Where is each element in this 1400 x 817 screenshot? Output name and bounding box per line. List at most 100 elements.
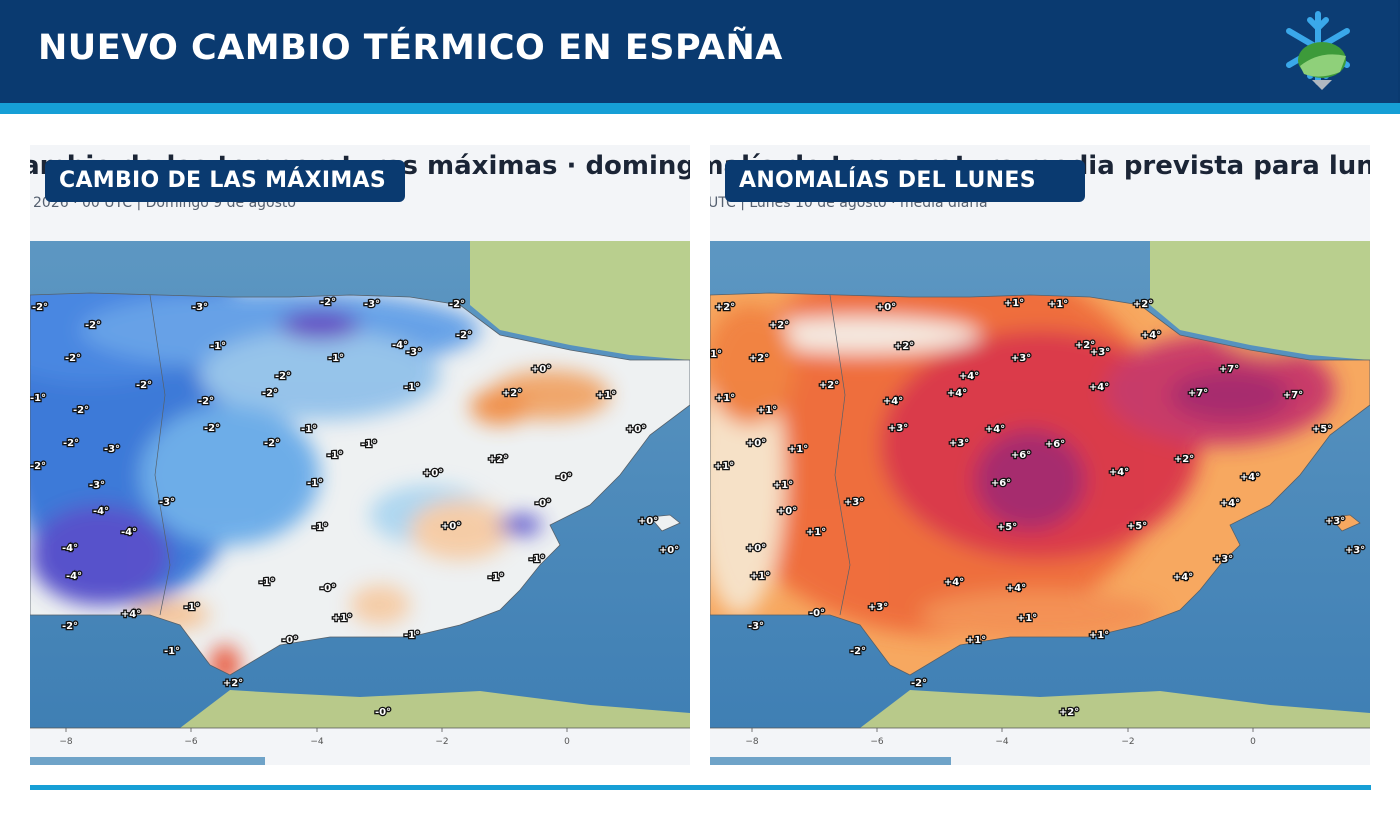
value-label: -3° bbox=[159, 497, 175, 508]
france bbox=[1150, 241, 1370, 360]
value-label: -4° bbox=[66, 571, 82, 582]
x-tick-label: 0 bbox=[564, 737, 570, 747]
value-label: -1° bbox=[210, 341, 226, 352]
map-layer bbox=[710, 241, 1370, 728]
value-label: +1° bbox=[1089, 630, 1109, 641]
value-label: +4° bbox=[947, 388, 967, 399]
colorbar-stub bbox=[30, 757, 265, 765]
value-label: -1° bbox=[327, 450, 343, 461]
value-label: -1° bbox=[710, 349, 722, 360]
anomaly-zone bbox=[975, 430, 1085, 530]
value-label: +6° bbox=[1045, 439, 1065, 450]
value-label: -0° bbox=[556, 472, 572, 483]
value-label: +0° bbox=[777, 506, 797, 517]
value-label: -0° bbox=[375, 707, 391, 718]
map-panel: −8 −6 −4 −2 0 -2° -3° -2° -3° -2° -2° -1° -4° -3° -2° -… bbox=[30, 145, 690, 765]
value-label: +5° bbox=[997, 522, 1017, 533]
value-label: -3° bbox=[104, 444, 120, 455]
value-label: -2° bbox=[65, 353, 81, 364]
value-label: -2° bbox=[73, 405, 89, 416]
header-stripe bbox=[0, 103, 1400, 114]
value-label: +3° bbox=[1090, 347, 1110, 358]
value-label: -2° bbox=[198, 396, 214, 407]
value-label: +4° bbox=[883, 396, 903, 407]
value-label: +4° bbox=[1220, 498, 1240, 509]
value-label: -2° bbox=[911, 678, 927, 689]
value-label: +0° bbox=[626, 424, 646, 435]
value-label: -2° bbox=[456, 330, 472, 341]
value-label: +4° bbox=[1173, 572, 1193, 583]
value-label: -1° bbox=[404, 630, 420, 641]
value-label: +1° bbox=[1004, 298, 1024, 309]
value-label: +0° bbox=[746, 438, 766, 449]
value-label: +2° bbox=[223, 678, 243, 689]
value-label: -4° bbox=[93, 506, 109, 517]
value-label: +4° bbox=[985, 424, 1005, 435]
value-label: +2° bbox=[749, 353, 769, 364]
value-label: -1° bbox=[184, 602, 200, 613]
value-label: +4° bbox=[1240, 472, 1260, 483]
value-label: -1° bbox=[30, 393, 46, 404]
value-label: +7° bbox=[1283, 390, 1303, 401]
value-label: +4° bbox=[1089, 382, 1109, 393]
value-label: +6° bbox=[991, 478, 1011, 489]
value-label: +0° bbox=[423, 468, 443, 479]
map-layer bbox=[30, 241, 690, 728]
x-tick-label: 0 bbox=[1250, 737, 1256, 747]
value-label: +3° bbox=[1325, 516, 1345, 527]
value-label: -2° bbox=[449, 299, 465, 310]
value-label: -0° bbox=[809, 608, 825, 619]
value-label: -2° bbox=[320, 297, 336, 308]
value-label: -2° bbox=[204, 423, 220, 434]
value-label: +0° bbox=[638, 516, 658, 527]
bottom-line bbox=[30, 785, 1371, 790]
value-label: +4° bbox=[944, 577, 964, 588]
value-label: -4° bbox=[62, 543, 78, 554]
map-panel: −8−6−4−20+2°+0°+1°+1°+2°+2°+4°+2°+2°+3°-… bbox=[710, 145, 1370, 765]
x-tick-label: −4 bbox=[995, 737, 1009, 747]
value-label: +5° bbox=[1312, 424, 1332, 435]
coastline bbox=[30, 292, 690, 676]
africa bbox=[860, 690, 1370, 728]
value-label: +4° bbox=[121, 609, 141, 620]
value-label: +0° bbox=[441, 521, 461, 532]
value-label: -2° bbox=[136, 380, 152, 391]
value-label: +0° bbox=[659, 545, 679, 556]
value-label: +3° bbox=[1011, 353, 1031, 364]
logo bbox=[1260, 0, 1398, 103]
value-label: +1° bbox=[1048, 299, 1068, 310]
anomaly-zone bbox=[140, 405, 320, 545]
value-label: +4° bbox=[959, 371, 979, 382]
value-label: -2° bbox=[262, 388, 278, 399]
anomaly-zone bbox=[30, 505, 170, 605]
anomaly-zone bbox=[1170, 370, 1290, 420]
value-label: -1° bbox=[361, 439, 377, 450]
x-tick-label: −8 bbox=[745, 737, 759, 747]
value-label: -3° bbox=[89, 480, 105, 491]
value-label: -1° bbox=[488, 572, 504, 583]
value-label: -1° bbox=[301, 424, 317, 435]
value-label: +7° bbox=[1219, 364, 1239, 375]
anomaly-zone bbox=[498, 515, 542, 535]
anomaly-zone bbox=[280, 310, 360, 340]
x-tick-label: −6 bbox=[184, 737, 198, 747]
value-label: -2° bbox=[30, 461, 46, 472]
value-label: -4° bbox=[392, 340, 408, 351]
africa bbox=[180, 690, 690, 728]
coastline bbox=[1329, 514, 1361, 532]
value-label: +1° bbox=[806, 527, 826, 538]
value-label: -3° bbox=[748, 621, 764, 632]
value-label: -3° bbox=[406, 347, 422, 358]
value-label: +4° bbox=[1141, 330, 1161, 341]
logo-icon bbox=[1286, 11, 1350, 90]
value-label: -2° bbox=[85, 320, 101, 331]
value-label: +4° bbox=[1006, 583, 1026, 594]
value-label: +3° bbox=[888, 423, 908, 434]
anomaly-zone bbox=[410, 500, 510, 560]
value-label: +1° bbox=[596, 390, 616, 401]
value-label: -2° bbox=[264, 438, 280, 449]
value-label: -2° bbox=[63, 438, 79, 449]
value-label: -2° bbox=[32, 302, 48, 313]
value-label: +6° bbox=[1011, 450, 1031, 461]
